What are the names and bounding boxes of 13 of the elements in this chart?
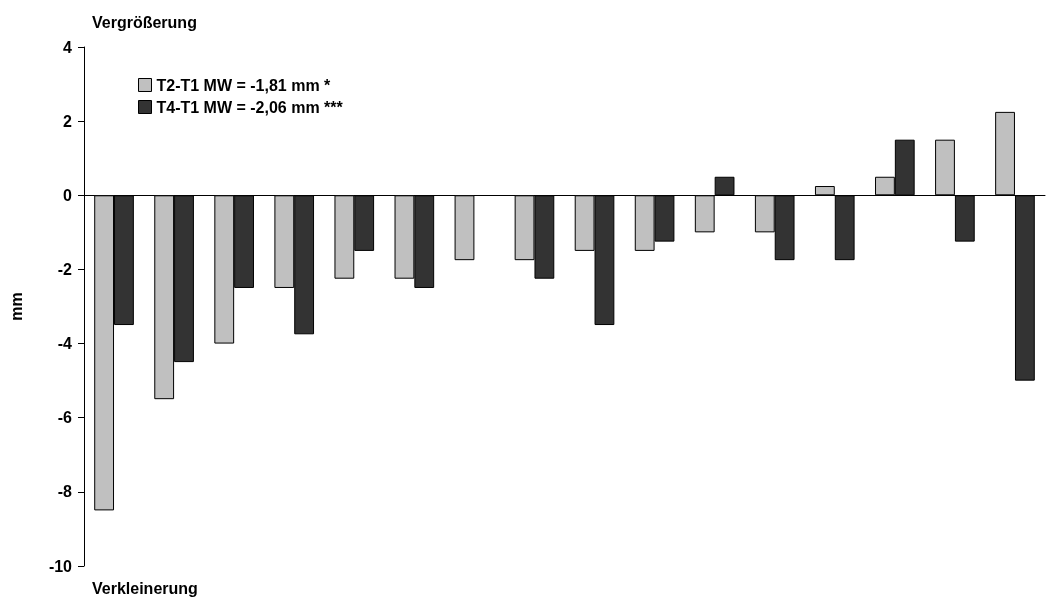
y-tick-label: 4 [63,38,73,56]
y-tick-label: -8 [57,483,73,501]
text: Vergrößerung [92,13,197,31]
text: Verkleinerung [92,579,198,597]
legend-label: T4-T1 MW = -2,06 mm *** [156,98,344,116]
y-tick-label: -10 [48,557,73,575]
y-tick-label: -6 [57,409,73,427]
y-axis-title: mm [7,292,25,321]
y-tick-label: 2 [63,112,73,130]
y-tick-label: 0 [63,186,73,204]
y-tick-label: -4 [57,335,73,353]
legend-label: T2-T1 MW = -1,81 mm * [156,76,332,94]
y-tick-label: -2 [57,260,73,278]
